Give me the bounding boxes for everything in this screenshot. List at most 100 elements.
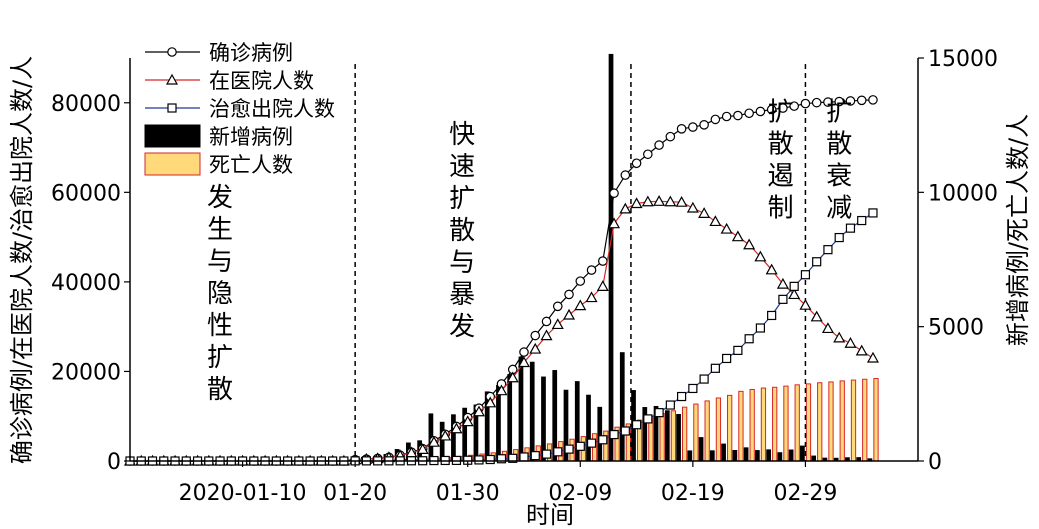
y-right-tick-label: 10000 <box>928 181 998 206</box>
hospitalized-point <box>416 443 429 454</box>
death-bar <box>749 388 755 462</box>
phase-label-char: 散 <box>768 130 794 160</box>
y-left-tick-label: 40000 <box>51 271 121 296</box>
y-left-tick-label: 0 <box>107 450 121 475</box>
confirmed-point <box>575 276 586 286</box>
recovered-point <box>744 334 754 344</box>
phase-label-char: 散 <box>207 375 233 405</box>
death-bar <box>760 387 767 462</box>
confirmed-point <box>789 101 799 111</box>
death-bar <box>828 381 834 462</box>
new-cases-bar <box>687 450 693 461</box>
new-cases-bar <box>462 407 468 461</box>
hospitalized-point <box>517 356 531 368</box>
hospitalized-point <box>698 207 711 218</box>
hospitalized-point <box>866 351 879 363</box>
new-cases-bar <box>597 406 603 461</box>
y-right-tick-label: 5000 <box>928 316 984 341</box>
new-cases-bar <box>676 414 681 461</box>
confirmed-point <box>744 108 754 119</box>
phase-label-char: 发 <box>449 312 475 342</box>
hospitalized-point <box>821 322 834 334</box>
hospitalized-point <box>731 230 744 242</box>
recovered-point <box>598 435 608 445</box>
hospitalized-point <box>776 277 789 289</box>
death-bar <box>783 385 789 462</box>
new-cases-bar <box>754 450 760 461</box>
recovered-point <box>733 345 743 355</box>
recovered-point <box>868 208 878 218</box>
confirmed-point <box>766 104 777 115</box>
death-bar <box>873 378 879 462</box>
hospitalized-point <box>653 195 666 206</box>
hospitalized-point <box>540 329 553 341</box>
hospitalized-point <box>574 299 587 311</box>
death-bar <box>772 386 778 462</box>
recovered-point <box>857 215 867 226</box>
confirmed-point <box>823 97 833 107</box>
confirmed-point <box>519 347 529 357</box>
new-cases-bar <box>439 421 445 461</box>
phase-label-char: 减 <box>826 194 852 224</box>
phase-label-char: 发 <box>207 183 233 213</box>
phase-label-char: 快 <box>449 120 475 150</box>
confirmed-point <box>530 330 541 341</box>
hospitalized-point <box>754 250 767 262</box>
new-cases-bar <box>788 449 794 461</box>
new-cases-bar <box>642 407 648 461</box>
new-cases-bar <box>698 437 704 461</box>
x-axis-label: 时间 <box>526 501 574 529</box>
new-cases-bar <box>563 389 569 461</box>
confirmed-point <box>609 188 619 199</box>
legend-marker <box>165 73 179 85</box>
confirmed-point <box>733 110 743 121</box>
legend-marker <box>167 47 177 57</box>
new-cases-bar <box>541 376 546 461</box>
legend-label: 在医院人数 <box>209 69 314 93</box>
phase-label-char: 遏 <box>768 162 794 192</box>
hospitalized-point <box>686 201 699 213</box>
confirmed-point <box>643 149 653 160</box>
new-cases-bar <box>721 443 726 461</box>
y-left-tick-label: 60000 <box>51 181 121 206</box>
recovered-point <box>755 323 766 333</box>
phase-label-char: 暴 <box>449 280 475 310</box>
recovered-point <box>710 363 720 373</box>
hospitalized-point <box>529 342 542 354</box>
death-bar <box>805 383 812 462</box>
hospitalized-point <box>506 371 519 383</box>
confirmed-point <box>564 289 574 300</box>
recovered-point <box>778 294 788 304</box>
confirmed-point <box>620 170 631 180</box>
phase-label-char: 扩 <box>826 98 852 128</box>
confirmed-point <box>676 124 687 134</box>
hospitalized-point <box>427 435 440 447</box>
new-cases-bar <box>766 449 771 461</box>
hospitalized-point <box>788 288 801 300</box>
death-bar <box>817 382 823 462</box>
recovered-point <box>631 420 642 430</box>
recovered-point <box>553 447 563 457</box>
axes: 2020-01-10 01-20 01-30 02-09 02-19 02-29 0 2000… <box>51 47 998 506</box>
hospitalized-point <box>844 336 857 348</box>
phase-label-char: 扩 <box>768 98 794 128</box>
recovered-point <box>575 441 585 451</box>
hospitalized-point <box>743 238 756 250</box>
new-cases-bar <box>811 455 817 461</box>
phase-label-char: 生 <box>207 215 233 245</box>
recovered-point <box>643 414 653 424</box>
recovered-point <box>519 452 529 462</box>
new-cases-bar <box>822 457 828 461</box>
death-bar <box>704 400 710 462</box>
confirmed-point <box>654 140 664 150</box>
recovered-point <box>834 232 844 243</box>
phase-label-char: 散 <box>826 130 852 160</box>
death-bar <box>794 384 800 462</box>
hospitalized-point <box>596 280 609 291</box>
hospitalized-point <box>630 197 643 209</box>
new-cases-bar <box>653 405 659 461</box>
new-cases-bar <box>529 361 535 461</box>
hospitalized-point <box>765 263 778 275</box>
